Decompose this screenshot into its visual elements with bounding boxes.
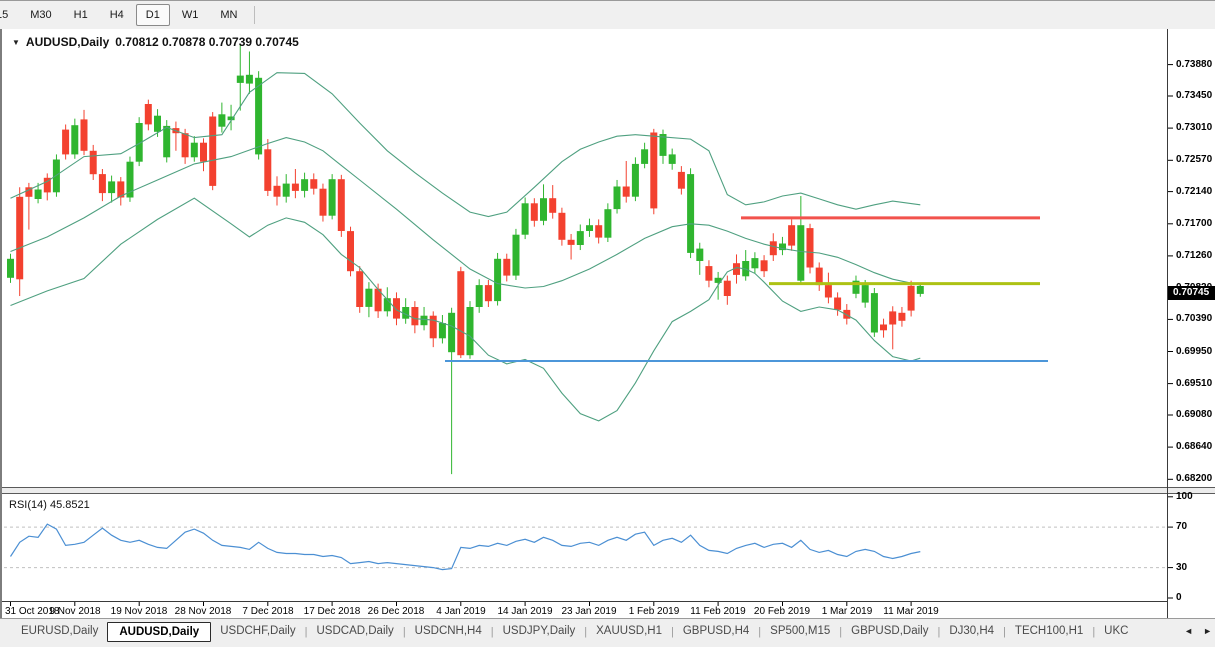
chart-canvas[interactable] (2, 29, 1215, 618)
tab-separator: | (937, 626, 941, 638)
tab-sp500-m15[interactable]: SP500,M15 (770, 625, 831, 637)
price-axis-label: 0.73010 (1176, 122, 1213, 133)
timeframe-button-15[interactable]: 15 (0, 9, 9, 21)
current-price-badge: 0.70745 (1168, 286, 1215, 300)
tab-scroll-right-icon[interactable]: ► (1203, 626, 1212, 636)
price-axis-label: 0.69510 (1176, 378, 1213, 389)
tab-usdcad-daily[interactable]: USDCAD,Daily (316, 625, 394, 637)
tab-separator: | (839, 626, 843, 638)
tab-separator: | (304, 626, 308, 638)
rsi-bottom-border (2, 601, 1168, 602)
date-axis-label: 31 Oct 2018 (5, 606, 60, 617)
tab-separator: | (1092, 626, 1096, 638)
price-axis-border (1167, 29, 1168, 618)
tab-separator: | (402, 626, 406, 638)
tab-usdjpy-daily[interactable]: USDJPY,Daily (502, 625, 576, 637)
toolbar-separator (254, 6, 256, 24)
bollinger-upper-band (10, 72, 921, 218)
date-axis-label: 11 Feb 2019 (690, 606, 746, 617)
tab-gbpusd-h4[interactable]: GBPUSD,H4 (682, 625, 750, 637)
tab-xauusd-h1[interactable]: XAUUSD,H1 (596, 625, 662, 637)
date-axis-label: 19 Nov 2018 (110, 606, 168, 617)
tab-dj30-h4[interactable]: DJ30,H4 (949, 625, 995, 637)
chart-quote-values: 0.70812 0.70878 0.70739 0.70745 (115, 35, 299, 49)
tab-separator: | (490, 626, 494, 638)
tab-eurusd-daily[interactable]: EURUSD,Daily (21, 625, 99, 637)
chart-title: ▼ AUDUSD,Daily 0.70812 0.70878 0.70739 0… (12, 35, 299, 49)
chart-dropdown-icon[interactable]: ▼ (12, 37, 20, 47)
price-axis-label: 0.69950 (1176, 346, 1213, 357)
date-axis-label: 14 Jan 2019 (497, 606, 553, 617)
date-axis-label: 7 Dec 2018 (242, 606, 294, 617)
timeframe-button-m30[interactable]: M30 (30, 9, 52, 21)
tab-audusd-daily[interactable]: AUDUSD,Daily (107, 622, 212, 642)
rsi-axis-label: 30 (1176, 562, 1188, 573)
date-axis-label: 26 Dec 2018 (367, 606, 425, 617)
timeframe-button-h4[interactable]: H4 (109, 9, 124, 21)
price-axis-label: 0.68640 (1176, 441, 1213, 452)
tab-tech100-h1[interactable]: TECH100,H1 (1014, 625, 1084, 637)
timeframe-button-d1[interactable]: D1 (135, 4, 170, 26)
tab-usdcnh-h4[interactable]: USDCNH,H4 (414, 625, 482, 637)
price-axis-label: 0.70390 (1176, 313, 1213, 324)
price-axis-label: 0.69080 (1176, 409, 1213, 420)
price-axis-label: 0.72140 (1176, 186, 1213, 197)
tab-usdchf-daily[interactable]: USDCHF,Daily (220, 625, 296, 637)
date-axis-label: 28 Nov 2018 (174, 606, 232, 617)
tab-scroll-left-icon[interactable]: ◄ (1184, 626, 1194, 636)
rsi-line (9, 523, 921, 571)
rsi-axis-label: 0 (1176, 592, 1182, 603)
tab-separator: | (670, 626, 674, 638)
price-axis-label: 0.68200 (1176, 473, 1213, 484)
date-axis-label: 1 Feb 2019 (628, 606, 680, 617)
tab-separator: | (584, 626, 588, 638)
date-axis-label: 17 Dec 2018 (303, 606, 361, 617)
tab-ukc[interactable]: UKC (1104, 625, 1129, 637)
bollinger-lower-band (10, 197, 921, 422)
tab-scroll-buttons: ◄ ► (1184, 626, 1212, 636)
price-axis-label: 0.71700 (1176, 218, 1213, 229)
tab-separator: | (758, 626, 762, 638)
rsi-axis-label: 70 (1176, 521, 1188, 532)
date-axis-label: 4 Jan 2019 (436, 606, 486, 617)
date-axis-label: 20 Feb 2019 (753, 606, 811, 617)
timeframe-button-h1[interactable]: H1 (73, 9, 88, 21)
tab-gbpusd-daily[interactable]: GBPUSD,Daily (851, 625, 929, 637)
symbol-tab-bar: EURUSD,Daily AUDUSD,Daily USDCHF,Daily | USD… (0, 618, 1215, 647)
timeframe-toolbar: 15 M30 H1 H4 D1 W1 MN (0, 1, 1215, 30)
date-axis-label: 23 Jan 2019 (561, 606, 617, 617)
price-axis-label: 0.71260 (1176, 250, 1213, 261)
timeframe-button-w1[interactable]: W1 (181, 9, 199, 21)
date-axis-label: 1 Mar 2019 (821, 606, 873, 617)
chart-window: ▼ AUDUSD,Daily 0.70812 0.70878 0.70739 0… (0, 29, 1215, 618)
date-axis-label: 9 Nov 2018 (49, 606, 101, 617)
date-axis-label: 11 Mar 2019 (883, 606, 939, 617)
panel-separator[interactable] (2, 487, 1215, 494)
rsi-axis-label: 100 (1176, 491, 1193, 502)
chart-symbol-label: AUDUSD,Daily (25, 35, 110, 49)
rsi-indicator-label: RSI(14) 45.8521 (9, 499, 90, 511)
price-axis-label: 0.73880 (1176, 59, 1213, 70)
timeframe-button-mn[interactable]: MN (220, 9, 238, 21)
price-axis-label: 0.72570 (1176, 154, 1213, 165)
bollinger-middle-band (10, 137, 921, 289)
tab-separator: | (1003, 626, 1006, 638)
price-axis-label: 0.73450 (1176, 90, 1213, 101)
